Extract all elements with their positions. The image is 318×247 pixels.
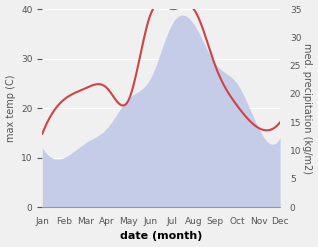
Y-axis label: med. precipitation (kg/m2): med. precipitation (kg/m2) [302,43,313,174]
Y-axis label: max temp (C): max temp (C) [5,74,16,142]
X-axis label: date (month): date (month) [120,231,203,242]
